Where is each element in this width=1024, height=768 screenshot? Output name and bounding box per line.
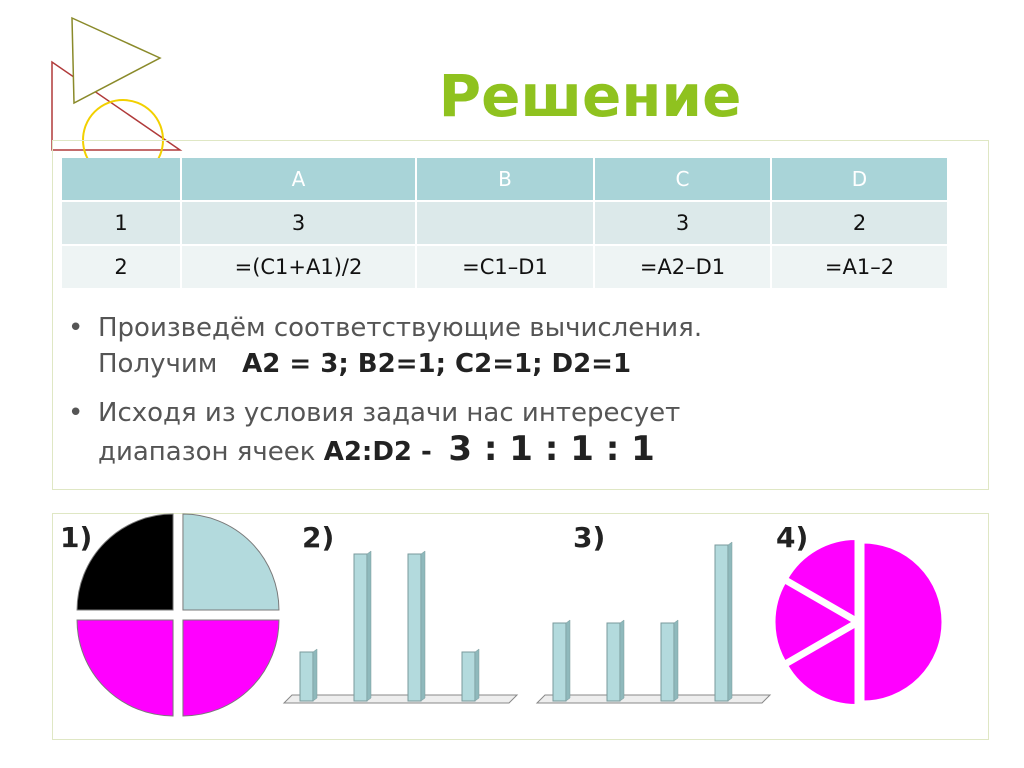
table-cell-b2: =C1–D1 [417, 246, 595, 290]
table-cell-d2: =A1–2 [772, 246, 949, 290]
bullet-dot-icon: • [68, 398, 84, 428]
bar [299, 651, 314, 702]
table-row: 1 3 3 2 [62, 202, 949, 246]
bullet-line: диапазон ячеек A2:D2 - 3 : 1 : 1 : 1 [98, 431, 680, 470]
bullet-line: Произведём соответствующие вычисления. [98, 313, 703, 343]
bar-side [619, 619, 625, 702]
table-row: 2 =(C1+A1)/2 =C1–D1 =A2–D1 =A1–2 [62, 246, 949, 290]
bullet-line: Исходя из условия задачи нас интересует [98, 398, 681, 428]
bar [606, 622, 621, 702]
table-cell-b1 [417, 202, 595, 246]
table-cell-a1: 3 [182, 202, 417, 246]
row-number-cell: 2 [62, 246, 182, 290]
bar-side [565, 619, 571, 702]
bar-chart-floor [282, 694, 519, 704]
page-title: Решение [438, 62, 742, 130]
bar [660, 622, 675, 702]
cell-range: A2:D2 - [323, 437, 432, 467]
bullet-dot-icon: • [68, 313, 84, 343]
pie1-slice [182, 513, 280, 611]
pie1-slice [182, 619, 280, 717]
option-label-4[interactable]: 4) [776, 521, 809, 554]
pie4-slice [784, 537, 858, 622]
bar [353, 553, 368, 702]
bar-side [312, 648, 318, 702]
bar-side [673, 619, 679, 702]
header-cell-c: C [595, 158, 772, 202]
olive-triangle-decoration [71, 16, 162, 105]
header-cell-d: D [772, 158, 949, 202]
bullet-calculations: • Произведём соответствующие вычисления.… [68, 310, 702, 382]
bar [407, 553, 422, 702]
pie4-slice [772, 579, 857, 665]
bar-side [474, 648, 480, 702]
bar-chart-floor [535, 694, 772, 704]
bullet-line: Получим A2 = 3; B2=1; C2=1; D2=1 [98, 346, 702, 382]
bar [461, 651, 476, 702]
ratio-value: 3 : 1 : 1 : 1 [448, 429, 655, 469]
table-header-row: A B C D [62, 158, 949, 202]
table-cell-c1: 3 [595, 202, 772, 246]
bar [552, 622, 567, 702]
bar-side [727, 541, 733, 702]
pie4-slice [784, 622, 858, 707]
option-label-3[interactable]: 3) [573, 521, 606, 554]
computed-values: A2 = 3; B2=1; C2=1; D2=1 [242, 349, 632, 379]
bar [714, 544, 729, 702]
bar-side [420, 550, 426, 702]
table-cell-a2: =(C1+A1)/2 [182, 246, 417, 290]
top-content-frame [52, 140, 989, 490]
header-cell-b: B [417, 158, 595, 202]
option-label-2[interactable]: 2) [302, 521, 335, 554]
pie1-slice [76, 513, 174, 611]
header-cell-a: A [182, 158, 417, 202]
bullet-text: диапазон ячеек [98, 437, 316, 467]
spreadsheet-table: A B C D 1 3 3 2 2 =(C1+A1)/2 =C1–D1 =A2–… [62, 158, 949, 290]
table-cell-d1: 2 [772, 202, 949, 246]
option-label-1[interactable]: 1) [60, 521, 93, 554]
bullet-range: • Исходя из условия задачи нас интересуе… [68, 395, 680, 470]
header-cell-corner [62, 158, 182, 202]
bullet-text: Получим [98, 349, 218, 379]
pie4-slice [861, 540, 945, 704]
red-triangle-decoration [51, 60, 183, 151]
bar-side [366, 550, 372, 702]
row-number-cell: 1 [62, 202, 182, 246]
pie1-slice [76, 619, 174, 717]
bottom-options-frame [52, 513, 989, 740]
table-cell-c2: =A2–D1 [595, 246, 772, 290]
